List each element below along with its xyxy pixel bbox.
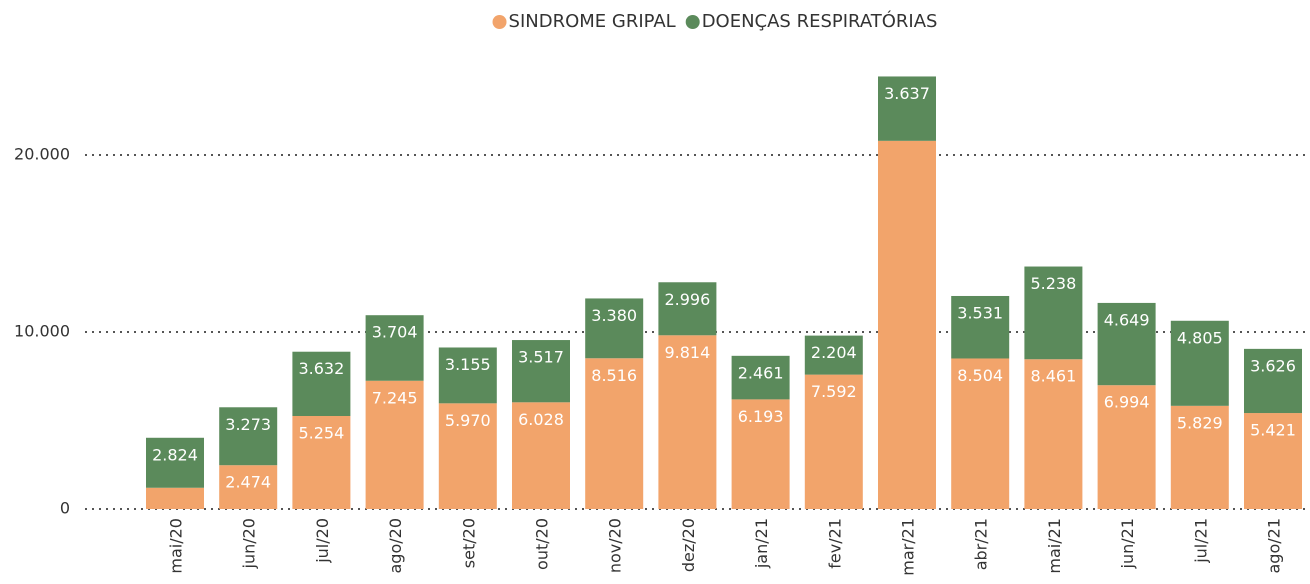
y-tick-label: 0 — [60, 499, 70, 518]
value-label: 7.245 — [372, 388, 418, 407]
x-tick-label: out/20 — [533, 518, 552, 570]
x-tick-label: ago/21 — [1265, 518, 1284, 574]
bar-segment — [731, 399, 790, 509]
value-label: 5.829 — [1177, 413, 1223, 432]
bar-segment — [1244, 348, 1302, 414]
bar-segment — [219, 407, 278, 466]
value-label: 3.626 — [1250, 356, 1296, 375]
value-label: 3.380 — [591, 306, 637, 325]
value-label: 2.461 — [738, 363, 784, 382]
value-label: 3.632 — [298, 359, 344, 378]
bar-segment — [512, 402, 570, 509]
bar-segment — [292, 416, 351, 509]
value-label: 6.193 — [738, 407, 784, 426]
x-tick-label: mai/21 — [1045, 518, 1064, 574]
value-label: 3.517 — [518, 348, 564, 367]
value-label: 6.028 — [518, 410, 564, 429]
x-tick-label: fev/21 — [825, 518, 844, 569]
y-tick-label: 20.000 — [14, 145, 70, 164]
bar-segment — [292, 351, 351, 417]
x-tick-label: jun/21 — [1118, 518, 1137, 569]
bar-segment — [1024, 266, 1083, 360]
bar-segment — [1097, 302, 1156, 386]
bar-segment — [878, 140, 936, 509]
bar-segment — [1024, 359, 1083, 509]
value-label: 2.824 — [152, 445, 198, 464]
bar-segment — [219, 465, 278, 509]
bar-segment — [731, 355, 790, 400]
bar-segment — [438, 403, 497, 509]
value-label: 3.531 — [957, 303, 1003, 322]
bar-segment — [658, 282, 717, 336]
bar-segment — [658, 335, 717, 509]
value-label: 8.504 — [957, 366, 1003, 385]
x-tick-label: jun/20 — [240, 518, 259, 569]
value-label: 5.254 — [298, 424, 344, 443]
legend-label: DOENÇAS RESPIRATÓRIAS — [702, 10, 938, 32]
x-tick-label: mar/21 — [899, 518, 918, 576]
value-label: 3.273 — [225, 415, 271, 434]
legend-label: SINDROME GRIPAL — [509, 11, 676, 32]
bar-segment — [1170, 320, 1229, 406]
value-label: 8.516 — [591, 366, 637, 385]
value-label: 3.637 — [884, 84, 930, 103]
bar-segment — [804, 335, 863, 375]
bar-segment — [146, 487, 204, 509]
value-label: 4.649 — [1104, 310, 1150, 329]
value-label: 2.474 — [225, 473, 271, 492]
value-label: 5.970 — [445, 411, 491, 430]
value-label: 7.592 — [811, 382, 857, 401]
value-label: 3.704 — [372, 323, 418, 342]
bar-segment — [1170, 405, 1229, 509]
value-label: 5.238 — [1030, 274, 1076, 293]
bar-segment — [951, 358, 1010, 509]
value-label: 4.805 — [1177, 328, 1223, 347]
bar-segment — [146, 437, 204, 488]
value-label: 6.994 — [1104, 393, 1150, 412]
bar-segment — [951, 295, 1010, 359]
x-tick-label: ago/20 — [386, 518, 405, 574]
bar-segment — [585, 358, 644, 509]
x-tick-label: mai/20 — [167, 518, 186, 574]
bar-segment — [512, 340, 570, 403]
value-label: 9.814 — [664, 343, 710, 362]
legend-marker — [492, 15, 507, 29]
x-tick-label: jul/20 — [313, 518, 332, 564]
y-tick-label: 10.000 — [14, 322, 70, 341]
value-label: 3.155 — [445, 355, 491, 374]
x-tick-label: jan/21 — [752, 518, 771, 569]
bar-segment — [585, 298, 644, 359]
x-tick-label: set/20 — [459, 518, 478, 568]
x-tick-label: jul/21 — [1191, 518, 1210, 564]
value-label: 2.204 — [811, 343, 857, 362]
x-tick-label: dez/20 — [679, 518, 698, 572]
bar-segment — [1244, 413, 1302, 509]
bar-segment — [365, 380, 424, 509]
x-tick-label: abr/21 — [972, 518, 991, 570]
legend-marker — [685, 15, 700, 29]
x-tick-label: nov/20 — [606, 518, 625, 573]
bar-segment — [1097, 385, 1156, 509]
value-label: 2.996 — [664, 290, 710, 309]
bar-segment — [878, 76, 936, 141]
bar-segment — [365, 315, 424, 381]
bar-segment — [804, 374, 863, 509]
value-label: 8.461 — [1030, 367, 1076, 386]
bar-segment — [438, 347, 497, 404]
value-label: 5.421 — [1250, 421, 1296, 440]
